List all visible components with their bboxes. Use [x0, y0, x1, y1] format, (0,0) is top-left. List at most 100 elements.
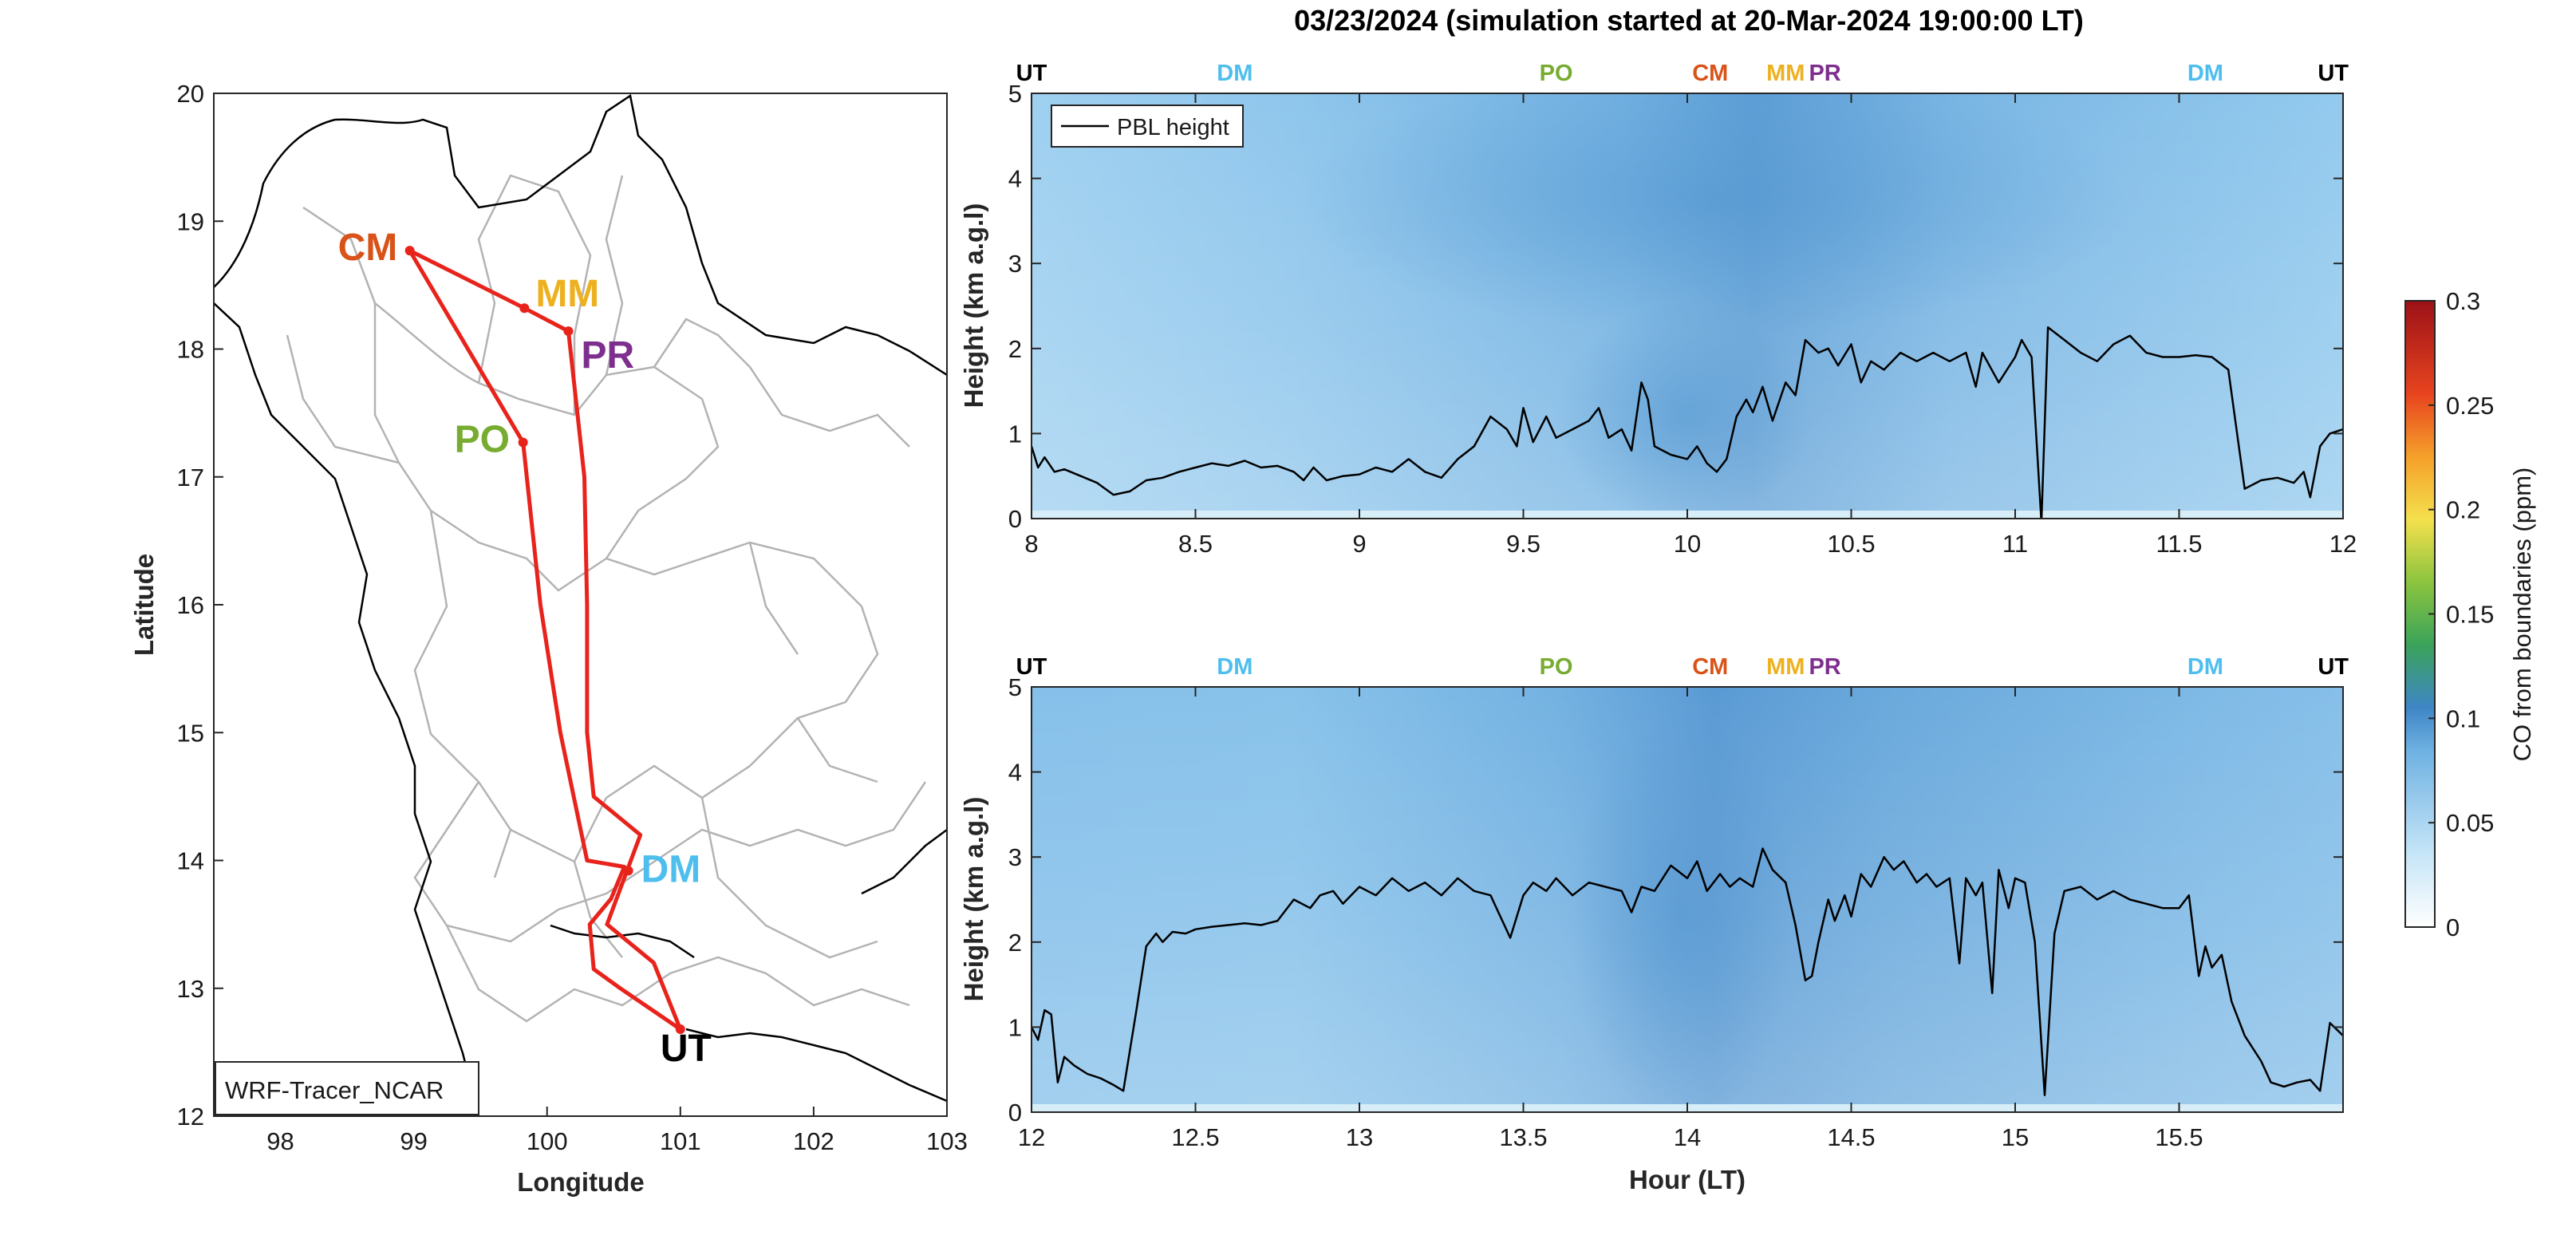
x-tick-label: 102	[793, 1127, 834, 1155]
x-tick-label: 9.5	[1506, 530, 1540, 558]
x-tick-label: 11.5	[2156, 530, 2202, 558]
colorbar-tick-label: 0.2	[2446, 496, 2480, 524]
colorbar: 0 0.05 0.1 0.15 0.2 0.25 0.3 CO from boundarie…	[2404, 287, 2536, 941]
x-tick-label: 15.5	[2155, 1123, 2203, 1151]
top-station-label-ut: UT	[1016, 654, 1047, 680]
x-tick-label: 9	[1352, 530, 1366, 558]
top-station-label-dm: DM	[2187, 654, 2223, 680]
station-marker	[563, 326, 574, 337]
top-station-label-pr: PR	[1809, 654, 1840, 680]
model-label: WRF-Tracer_NCAR	[225, 1076, 444, 1104]
station-label-mm: MM	[535, 273, 599, 315]
y-tick-label: 18	[177, 336, 204, 364]
x-tick-label: 14	[1674, 1123, 1701, 1151]
station-label-pr: PR	[581, 334, 634, 377]
country-border	[214, 302, 480, 1116]
station-label-po: PO	[455, 418, 510, 460]
y-tick-label: 4	[1008, 165, 1022, 193]
colorbar-tick-label: 0.15	[2446, 601, 2494, 629]
x-tick-label: 12	[2329, 530, 2357, 558]
pbl-height-line	[1032, 847, 2343, 1096]
province-boundary	[413, 510, 879, 863]
model-label-box	[215, 1061, 479, 1115]
top-station-label-dm: DM	[2187, 61, 2223, 86]
map-x-axis-label: Longitude	[517, 1167, 644, 1197]
top-heatmap	[1032, 93, 2343, 519]
x-tick-label: 13	[1346, 1123, 1373, 1151]
province-boundary	[445, 925, 910, 1023]
y-tick-label: 2	[1008, 335, 1022, 363]
x-tick-label: 8	[1024, 530, 1038, 558]
station-marker	[518, 437, 528, 448]
station-marker	[404, 246, 415, 256]
top-station-label-ut: UT	[1016, 61, 1047, 86]
y-tick-label: 19	[177, 207, 204, 235]
top-station-label-ut: UT	[2318, 61, 2349, 86]
province-boundary	[302, 174, 910, 448]
y-tick-label: 1	[1008, 420, 1022, 448]
y-tick-label: 5	[1008, 673, 1022, 701]
x-tick-label: 8.5	[1178, 530, 1213, 558]
x-tick-label: 100	[527, 1127, 568, 1155]
top-y-axis-label: Height (km a.g.l)	[959, 203, 988, 408]
bottom-x-axis-label: Hour (LT)	[1629, 1165, 1746, 1194]
x-tick-label: 13.5	[1499, 1123, 1547, 1151]
y-tick-label: 14	[177, 847, 204, 875]
top-station-label-mm: MM	[1766, 61, 1805, 86]
y-tick-label: 13	[177, 975, 204, 1003]
colorbar-tick-label: 0.05	[2446, 809, 2494, 837]
top-station-label-po: PO	[1540, 61, 1573, 86]
station-marker	[519, 303, 530, 314]
y-tick-label: 17	[177, 464, 204, 491]
top-station-label-ut: UT	[2318, 654, 2349, 680]
x-tick-label: 11	[2002, 530, 2028, 558]
top-station-label-cm: CM	[1692, 61, 1728, 86]
colorbar-tick-label: 0.1	[2446, 704, 2480, 732]
colorbar-tick-label: 0.25	[2446, 392, 2494, 420]
map-y-axis-label: Latitude	[129, 554, 159, 656]
country-border	[861, 828, 947, 895]
pbl-height-line	[1032, 326, 2343, 519]
y-tick-label: 3	[1008, 250, 1022, 278]
x-tick-label: 10	[1674, 530, 1701, 558]
x-tick-label: 12	[1018, 1123, 1045, 1151]
figure-title: 03/23/2024 (simulation started at 20-Mar…	[1294, 4, 2084, 37]
colorbar-ticks: 0 0.05 0.1 0.15 0.2 0.25 0.3	[2428, 287, 2494, 941]
station-label-cm: CM	[338, 227, 398, 269]
station-label-dm: DM	[641, 848, 701, 890]
top-station-label-dm: DM	[1217, 654, 1252, 680]
y-tick-label: 2	[1008, 929, 1022, 957]
heatmap-plume	[1300, 93, 2130, 335]
y-tick-label: 1	[1008, 1013, 1022, 1041]
colorbar-tick-label: 0.3	[2446, 287, 2480, 315]
station-marker	[675, 1024, 685, 1035]
x-tick-label: 10.5	[1827, 530, 1875, 558]
station-marker	[623, 866, 633, 876]
top-station-labels: UT DM PO CM MM PR DM UT	[1016, 61, 2349, 86]
province-boundary	[373, 301, 720, 592]
x-tick-label: 99	[400, 1127, 427, 1155]
country-border	[214, 93, 947, 377]
x-tick-label: 14.5	[1827, 1123, 1875, 1151]
bottom-heatmap	[1032, 687, 2343, 1112]
x-tick-label: 101	[660, 1127, 701, 1155]
bottom-station-labels: UT DM PO CM MM PR DM UT	[1016, 654, 2349, 680]
legend-label: PBL height	[1117, 115, 1229, 140]
y-tick-label: 20	[177, 80, 204, 108]
y-tick-label: 16	[177, 591, 204, 619]
colorbar-label: CO from boundaries (ppm)	[2508, 468, 2536, 762]
x-tick-label: 12.5	[1171, 1123, 1219, 1151]
bottom-y-axis-label: Height (km a.g.l)	[959, 797, 988, 1002]
y-tick-label: 4	[1008, 759, 1022, 787]
y-tick-label: 0	[1008, 505, 1022, 533]
y-tick-label: 5	[1008, 80, 1022, 108]
station-markers: CM MM PR PO DM UT	[338, 227, 712, 1070]
station-label-ut: UT	[661, 1028, 712, 1070]
map-boundaries: CM MM PR PO DM UT	[214, 93, 947, 1116]
top-station-label-pr: PR	[1809, 61, 1840, 86]
x-tick-label: 15	[2002, 1123, 2029, 1151]
province-boundary	[413, 781, 927, 943]
